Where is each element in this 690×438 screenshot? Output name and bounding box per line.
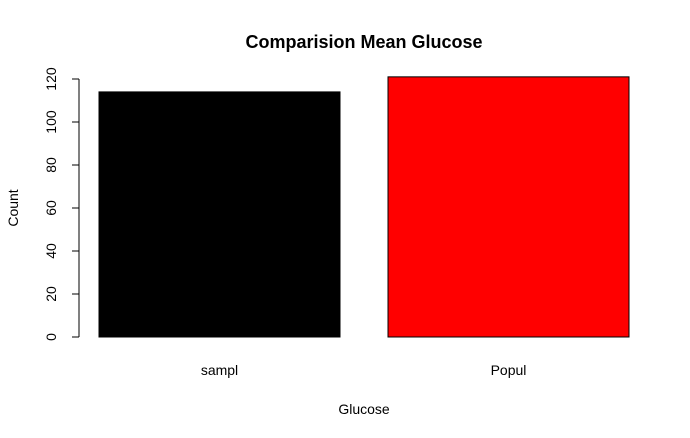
y-tick-label: 100 — [43, 110, 59, 134]
y-tick-label: 40 — [43, 243, 59, 259]
bars — [98, 76, 630, 338]
bar-sampl — [98, 91, 341, 338]
y-tick-label: 80 — [43, 157, 59, 173]
category-label: Popul — [491, 362, 527, 378]
x-axis-label: Glucose — [338, 401, 390, 417]
y-tick-label: 60 — [43, 200, 59, 216]
y-tick-label: 120 — [43, 67, 59, 91]
y-tick-label: 20 — [43, 286, 59, 302]
chart-title: Comparision Mean Glucose — [245, 32, 482, 52]
y-axis: 0 20 40 60 80 100 120 — [43, 67, 80, 341]
y-axis-label: Count — [5, 189, 21, 226]
category-labels: sampl Popul — [201, 362, 527, 378]
y-tick-label: 0 — [43, 333, 59, 341]
category-label: sampl — [201, 362, 238, 378]
bar-popul — [387, 76, 630, 338]
